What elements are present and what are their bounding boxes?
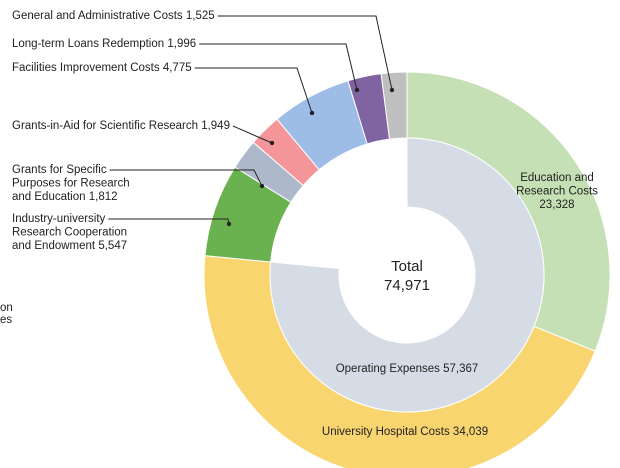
label-line: General and Administrative Costs 1,525 — [12, 10, 215, 22]
label-line: and Endowment 5,547 — [12, 240, 127, 252]
leader-line — [232, 125, 273, 144]
label-line: Grants-in-Aid for Scientific Research 1,… — [12, 120, 230, 132]
leader-line — [217, 15, 393, 91]
value-label: 1,525 — [186, 10, 215, 22]
leader-dot — [259, 183, 265, 189]
cropped-label: es — [0, 314, 12, 326]
category-label: General and Administrative Costs 1,525 — [12, 10, 215, 22]
total-label: 74,971 — [384, 277, 430, 294]
center-label: Total — [391, 258, 423, 275]
value-label: 23,328 — [539, 199, 574, 211]
value-label: 1,949 — [201, 120, 230, 132]
label-line: Purposes for Research — [12, 178, 130, 190]
center-hole — [339, 207, 475, 343]
cropped-label: on — [0, 302, 13, 314]
label-line: University Hospital Costs 34,039 — [322, 426, 488, 438]
leader-dot — [269, 140, 275, 146]
label-line: Industry-university — [12, 213, 106, 225]
inner-name: Operating Expenses — [336, 363, 440, 375]
leader-line — [199, 43, 358, 91]
leader-dot — [389, 87, 395, 93]
label-line: Long-term Loans Redemption 1,996 — [12, 38, 196, 50]
rings — [203, 71, 611, 468]
leader-line — [109, 169, 263, 187]
category-label: Long-term Loans Redemption 1,996 — [12, 38, 196, 50]
value-label: 1,812 — [89, 191, 118, 203]
category-label: University Hospital Costs 34,039 — [322, 426, 488, 438]
inner-label: Operating Expenses 57,367 — [336, 363, 479, 375]
value-label: 34,039 — [453, 426, 488, 438]
label-line: Education and — [520, 172, 594, 184]
leader-dot — [309, 110, 315, 116]
value-label: 1,996 — [167, 38, 196, 50]
label-line: Grants for Specific — [12, 164, 107, 176]
category-label: Education and Research Costs — [516, 172, 598, 198]
inner-value: 57,367 — [443, 363, 478, 375]
leader-line — [194, 67, 313, 114]
label-line: Facilities Improvement Costs 4,775 — [12, 62, 192, 74]
label-line: Research Costs — [516, 186, 598, 198]
value-label: 4,775 — [163, 62, 192, 74]
category-label: Grants for Specific Purposes for Research… — [12, 164, 130, 203]
leader-dot — [354, 87, 360, 93]
category-label: Facilities Improvement Costs 4,775 — [12, 62, 192, 74]
label-line: Research Cooperation — [12, 227, 127, 239]
leader-dot — [226, 221, 232, 227]
category-label: Grants-in-Aid for Scientific Research 1,… — [12, 120, 230, 132]
label-line: and Education 1,812 — [12, 191, 118, 203]
category-label: Industry-university Research Cooperation a… — [12, 213, 127, 252]
value-label: 5,547 — [98, 240, 127, 252]
labels: Total 74,971 Operating Expenses 57,367 Educ… — [0, 10, 598, 438]
